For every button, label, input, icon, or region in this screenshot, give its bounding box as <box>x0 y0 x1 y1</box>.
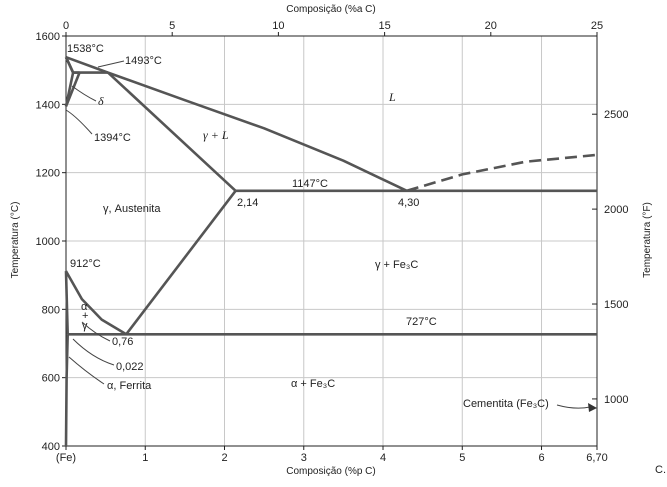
top-axis-label: Composição (%a C) <box>286 4 375 15</box>
phase-boundary-2 <box>65 55 408 192</box>
tick-label-x: 5 <box>459 452 465 464</box>
tick-label-x: 4 <box>380 452 386 464</box>
tick-label-y2: 2500 <box>604 109 628 121</box>
region-liquid: L <box>388 90 396 104</box>
region-delta: δ <box>98 94 104 108</box>
leader-1394 <box>65 109 93 135</box>
phase-boundary-9 <box>125 190 237 336</box>
region-ferrite: α, Ferrita <box>107 380 152 392</box>
label-1538: 1538°C <box>67 43 104 55</box>
tick-label-y2: 1500 <box>604 299 628 311</box>
tick-label-y: 1200 <box>36 168 60 180</box>
tick-label-x: 6 <box>538 452 544 464</box>
tick-label-x: 6,70 <box>586 452 607 464</box>
tick-label-x: (Fe) <box>56 452 76 464</box>
tick-label-y: 800 <box>42 304 60 316</box>
arrowhead-cementite <box>588 403 597 412</box>
tick-label-y: 1000 <box>36 236 60 248</box>
label-1147: 1147°C <box>292 178 328 190</box>
leader-0-022 <box>72 338 115 366</box>
x-axis-label: Composição (%p C) <box>286 466 375 477</box>
label-727: 727°C <box>406 316 437 328</box>
label-0-76: 0,76 <box>112 336 133 348</box>
phase-boundary-13 <box>64 334 69 447</box>
leader-cementite <box>556 404 591 409</box>
label-912: 912°C <box>70 258 101 270</box>
tick-label-x2: 5 <box>169 20 175 32</box>
tick-label-y: 400 <box>42 441 60 453</box>
label-1394: 1394°C <box>94 132 131 144</box>
y-axis-label: Temperatura (°C) <box>10 202 21 279</box>
phase-boundary-10 <box>64 270 127 336</box>
phase-boundary-3 <box>406 153 598 193</box>
region-cementite: Cementita (Fe₃C) <box>463 398 549 410</box>
label-2-14: 2,14 <box>237 197 258 209</box>
phase-boundary-1 <box>107 71 237 192</box>
leader-lines <box>65 60 597 412</box>
phase-boundary-5 <box>64 56 75 74</box>
tick-label-y: 1600 <box>36 31 60 43</box>
tick-label-x2: 25 <box>591 20 603 32</box>
label-0-022: 0,022 <box>116 361 144 373</box>
tick-label-x2: 10 <box>272 20 284 32</box>
grid <box>66 36 597 446</box>
tick-label-x: 1 <box>142 452 148 464</box>
region-gamma-cementite: γ + Fe₃C <box>375 259 418 271</box>
corner-cut-text: C. <box>655 464 666 476</box>
region-plus-small: + <box>82 310 88 322</box>
tick-label-x: 3 <box>301 452 307 464</box>
region-gamma-small: γ <box>82 320 88 332</box>
leader-1493 <box>97 60 125 68</box>
tick-label-x2: 15 <box>378 20 390 32</box>
region-austenite: γ, Austenita <box>103 203 161 215</box>
leader-ferrite <box>68 356 105 385</box>
phase-boundary-7 <box>64 72 81 107</box>
axis-ticks: (Fe) 1 2 3 4 5 6 6,70 0 5 10 15 20 25 400 600 800 1000 120… <box>36 20 629 464</box>
label-4-30: 4,30 <box>398 197 419 209</box>
label-1493: 1493°C <box>125 55 162 67</box>
tick-label-y: 600 <box>42 373 60 385</box>
tick-label-y2: 1000 <box>604 394 628 406</box>
tick-label-y: 1400 <box>36 99 60 111</box>
region-alpha-small: α <box>81 301 88 313</box>
tick-label-y2: 2000 <box>604 204 628 216</box>
phase-boundaries <box>64 55 598 447</box>
tick-label-x2: 20 <box>485 20 497 32</box>
leader-0-76 <box>81 321 111 342</box>
region-alpha-cementite: α + Fe₃C <box>291 378 335 390</box>
leader-delta <box>71 85 97 102</box>
region-gamma-liquid: γ + L <box>203 128 229 142</box>
phase-boundary-11 <box>64 271 69 335</box>
right-axis-label: Temperatura (°F) <box>642 202 653 278</box>
tick-label-x: 2 <box>221 452 227 464</box>
tick-label-x2: 0 <box>63 20 69 32</box>
